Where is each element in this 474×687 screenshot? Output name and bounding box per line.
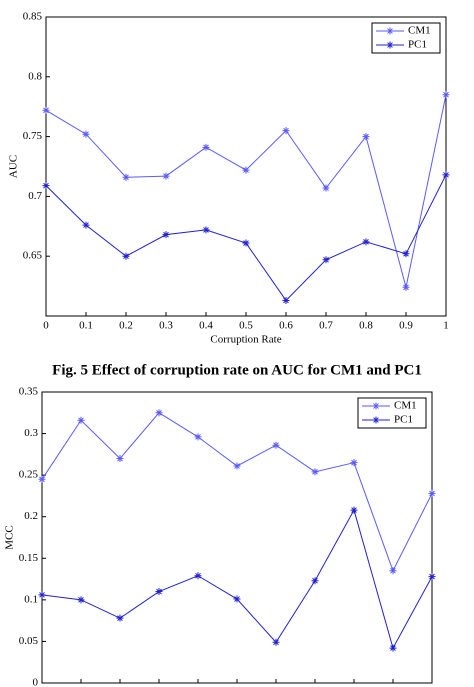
point-marker: [362, 133, 370, 141]
point-marker: [311, 468, 319, 476]
point-marker: [162, 231, 170, 239]
point-marker: [272, 441, 280, 449]
point-marker: [242, 166, 250, 174]
point-marker: [233, 595, 241, 603]
y-tick-label: 0: [33, 677, 39, 687]
point-marker: [402, 283, 410, 291]
series-line: [41, 412, 433, 573]
series-line: [45, 94, 447, 288]
point-marker: [402, 250, 410, 258]
point-marker: [202, 143, 210, 151]
legend-box: [357, 397, 427, 429]
point-marker: [162, 172, 170, 180]
point-marker: [350, 506, 358, 514]
point-marker: [428, 573, 436, 581]
point-marker: [350, 459, 358, 467]
x-tick-label: 0: [43, 320, 49, 332]
point-marker: [116, 455, 124, 463]
legend-marker: [386, 27, 394, 35]
y-axis-label: MCC: [4, 525, 16, 549]
point-marker: [389, 567, 397, 575]
caption: Fig. 5 Effect of corruption rate on AUC …: [52, 362, 422, 378]
y-tick-label: 0.8: [28, 70, 42, 82]
y-tick-label: 0.7: [28, 190, 42, 202]
point-marker: [77, 596, 85, 604]
point-marker: [389, 644, 397, 652]
x-tick-label: 0.1: [79, 320, 93, 332]
legend-marker: [372, 416, 380, 424]
point-marker: [42, 106, 50, 114]
legend-label: CM1: [408, 25, 431, 37]
point-marker: [282, 127, 290, 135]
y-tick-label: 0.2: [24, 510, 38, 522]
point-marker: [122, 252, 130, 260]
y-tick-label: 0.65: [23, 250, 43, 262]
legend-label: PC1: [408, 39, 427, 51]
point-marker: [272, 638, 280, 646]
y-tick-label: 0.3: [24, 427, 38, 439]
x-axis-label: Corruption Rate: [210, 334, 281, 346]
x-tick-label: 0.8: [359, 320, 373, 332]
point-marker: [82, 130, 90, 138]
point-marker: [194, 433, 202, 441]
x-tick-label: 0.5: [239, 320, 253, 332]
point-marker: [322, 256, 330, 264]
point-marker: [38, 591, 46, 599]
x-tick-label: 0.4: [199, 320, 213, 332]
plot-frame: [41, 391, 433, 684]
point-marker: [428, 489, 436, 497]
plot-frame: [45, 16, 447, 317]
point-marker: [194, 572, 202, 580]
x-tick-label: 1: [443, 320, 449, 332]
legend-box: [371, 22, 441, 54]
point-marker: [442, 171, 450, 179]
x-tick-label: 0.7: [319, 320, 333, 332]
legend-marker: [372, 402, 380, 410]
series-line: [41, 508, 433, 650]
x-tick-label: 0.9: [399, 320, 413, 332]
point-marker: [82, 221, 90, 229]
legend-label: PC1: [394, 414, 413, 426]
y-tick-label: 0.1: [24, 593, 38, 605]
point-marker: [155, 409, 163, 417]
point-marker: [311, 577, 319, 585]
x-tick-label: 0.2: [119, 320, 133, 332]
point-marker: [77, 416, 85, 424]
y-tick-label: 0.25: [19, 469, 39, 481]
y-tick-label: 0.05: [19, 635, 39, 647]
y-tick-label: 0.85: [23, 11, 43, 23]
point-marker: [116, 614, 124, 622]
legend-marker: [386, 41, 394, 49]
x-tick-label: 0.3: [159, 320, 173, 332]
point-marker: [38, 475, 46, 483]
point-marker: [155, 588, 163, 596]
point-marker: [122, 173, 130, 181]
point-marker: [242, 239, 250, 247]
point-marker: [42, 182, 50, 190]
y-axis-label: AUC: [8, 155, 20, 178]
point-marker: [282, 296, 290, 304]
point-marker: [322, 184, 330, 192]
series-line: [45, 174, 447, 302]
y-tick-label: 0.15: [19, 552, 39, 564]
point-marker: [442, 91, 450, 99]
y-tick-label: 0.35: [19, 386, 39, 398]
legend-label: CM1: [394, 400, 417, 412]
y-tick-label: 0.75: [23, 130, 43, 142]
point-marker: [202, 226, 210, 234]
point-marker: [362, 238, 370, 246]
point-marker: [233, 462, 241, 470]
x-tick-label: 0.6: [279, 320, 293, 332]
